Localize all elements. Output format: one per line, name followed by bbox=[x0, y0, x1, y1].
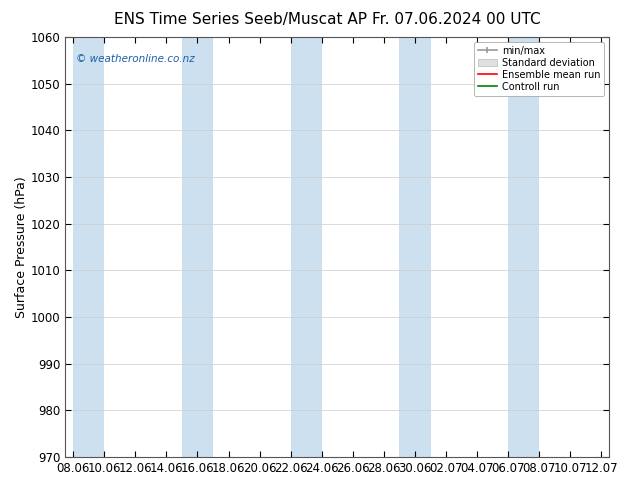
Text: ENS Time Series Seeb/Muscat AP: ENS Time Series Seeb/Muscat AP bbox=[114, 12, 368, 27]
Text: Fr. 07.06.2024 00 UTC: Fr. 07.06.2024 00 UTC bbox=[372, 12, 541, 27]
Bar bbox=[182, 37, 213, 457]
Legend: min/max, Standard deviation, Ensemble mean run, Controll run: min/max, Standard deviation, Ensemble me… bbox=[474, 42, 604, 96]
Bar bbox=[290, 37, 322, 457]
Bar bbox=[508, 37, 540, 457]
Bar bbox=[73, 37, 104, 457]
Y-axis label: Surface Pressure (hPa): Surface Pressure (hPa) bbox=[15, 176, 28, 318]
Text: © weatheronline.co.nz: © weatheronline.co.nz bbox=[76, 54, 195, 64]
Bar bbox=[399, 37, 430, 457]
